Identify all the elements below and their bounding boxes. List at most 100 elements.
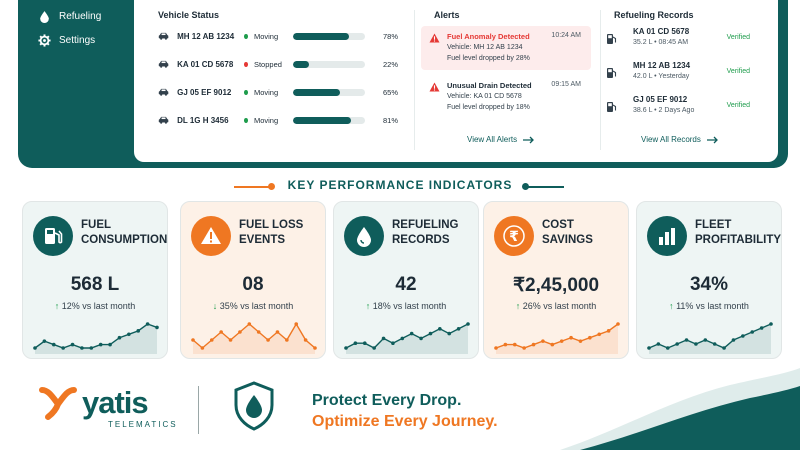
view-all-alerts-link[interactable]: View All Alerts bbox=[467, 135, 535, 144]
sparkline-point bbox=[136, 329, 141, 333]
kpi-value: 568 L bbox=[70, 274, 120, 295]
yatis-logo-icon bbox=[39, 387, 77, 420]
sparkline-point bbox=[428, 331, 433, 336]
corner-wave bbox=[560, 368, 800, 450]
kpi-card[interactable]: FLEET PROFITABILITY 34% ↑ 11% vs last mont… bbox=[636, 201, 782, 359]
trend-sparkline bbox=[647, 322, 773, 354]
sparkline-point bbox=[531, 342, 536, 347]
sparkline-point bbox=[127, 332, 131, 337]
sparkline-point bbox=[70, 342, 75, 347]
alert-item[interactable]: Unusual Drain Detected 09:15 AM Vehicle:… bbox=[421, 75, 591, 119]
record-plate: KA 01 CD 5678 bbox=[633, 27, 690, 36]
fuel-level-bar bbox=[293, 60, 365, 68]
vehicle-row[interactable]: DL 1G H 3456 Moving 81% bbox=[158, 110, 398, 130]
sparkline-point bbox=[550, 342, 555, 347]
vehicle-row[interactable]: KA 01 CD 5678 Stopped 22% bbox=[158, 54, 398, 74]
brand-subtitle: TELEMATICS bbox=[108, 420, 178, 429]
sparkline-point bbox=[606, 329, 611, 333]
sparkline-point bbox=[503, 342, 508, 347]
arrow-right-icon bbox=[523, 136, 535, 143]
sparkline-point bbox=[712, 342, 717, 346]
view-all-records-link[interactable]: View All Records bbox=[641, 135, 719, 144]
sidebar-item-refueling[interactable]: Refueling bbox=[38, 10, 101, 23]
sparkline-point bbox=[117, 335, 122, 340]
sparkline-point bbox=[722, 346, 726, 350]
sparkline-point bbox=[209, 338, 214, 342]
sparkline-point bbox=[675, 342, 679, 346]
tagline-secondary: Optimize Every Journey. bbox=[312, 413, 498, 430]
sparkline-point bbox=[665, 346, 670, 350]
fuel-level-fill bbox=[293, 116, 352, 124]
alert-time: 09:15 AM bbox=[551, 81, 581, 88]
vehicle-plate: DL 1G H 3456 bbox=[177, 115, 229, 125]
status-dot bbox=[243, 89, 248, 95]
alert-detail: Fuel level dropped by 28% bbox=[447, 55, 530, 62]
refueling-record[interactable]: KA 01 CD 5678 35.2 L • 08:45 AM Verified bbox=[604, 25, 756, 55]
kpi-change-text: 12% vs last month bbox=[61, 301, 136, 311]
car-icon bbox=[158, 60, 169, 68]
kpi-value: 34% bbox=[689, 274, 729, 295]
sparkline-point bbox=[362, 341, 367, 345]
fuel-level-percent: 65% bbox=[382, 87, 398, 97]
view-all-alerts-label: View All Alerts bbox=[467, 135, 518, 144]
vehicle-plate: GJ 05 EF 9012 bbox=[177, 87, 232, 97]
sparkline-area bbox=[649, 324, 771, 354]
kpi-card[interactable]: ₹ COST SAVINGS ₹2,45,000 ↑ 26% vs last mont… bbox=[483, 201, 629, 359]
verified-badge: Verified bbox=[726, 34, 750, 41]
alert-detail: Fuel level dropped by 18% bbox=[447, 104, 530, 111]
warning-icon bbox=[191, 216, 231, 256]
kpi-change: ↑ 12% vs last month bbox=[23, 301, 167, 311]
sparkline-point bbox=[145, 322, 150, 326]
vehicle-row[interactable]: GJ 05 EF 9012 Moving 65% bbox=[158, 82, 398, 102]
sparkline-point bbox=[372, 346, 376, 350]
sparkline-point bbox=[400, 336, 405, 341]
sparkline-point bbox=[769, 322, 773, 326]
sparkline-area bbox=[346, 324, 468, 354]
vehicle-row[interactable]: MH 12 AB 1234 Moving 78% bbox=[158, 26, 398, 46]
sparkline-point bbox=[256, 330, 261, 334]
view-all-records-label: View All Records bbox=[641, 135, 701, 144]
gear-icon bbox=[38, 34, 51, 47]
sparkline-point bbox=[238, 330, 242, 334]
sparkline-point bbox=[741, 334, 745, 338]
sparkline-point bbox=[731, 338, 736, 342]
brand-name: yatis bbox=[82, 385, 149, 420]
trend-sparkline bbox=[344, 322, 470, 354]
sparkline-point bbox=[494, 346, 498, 350]
fuel-drop-icon bbox=[344, 216, 384, 256]
bar-chart-icon bbox=[647, 216, 687, 256]
sparkline-point bbox=[42, 339, 47, 343]
refueling-record[interactable]: MH 12 AB 1234 42.0 L • Yesterday Verified bbox=[604, 59, 756, 89]
trend-sparkline bbox=[33, 322, 159, 354]
warning-icon bbox=[429, 82, 440, 92]
sparkline-point bbox=[684, 338, 689, 342]
status-dot bbox=[243, 117, 248, 123]
alerts-title: Alerts bbox=[434, 10, 460, 20]
sparkline-point bbox=[419, 336, 423, 341]
kpi-card[interactable]: REFUELING RECORDS 42 ↑ 18% vs last month bbox=[333, 201, 479, 359]
fuel-level-fill bbox=[293, 88, 340, 96]
record-meta: 42.0 L • Yesterday bbox=[633, 73, 690, 80]
fuel-pump-icon bbox=[607, 68, 617, 78]
kpi-card[interactable]: FUEL CONSUMPTION 568 L ↑ 12% vs last month bbox=[22, 201, 168, 359]
alert-item[interactable]: Fuel Anomaly Detected 10:24 AM Vehicle: … bbox=[421, 26, 591, 70]
sparkline-point bbox=[578, 339, 583, 343]
sparkline-area bbox=[35, 324, 157, 354]
fuel-level-fill bbox=[293, 60, 310, 68]
sparkline-point bbox=[294, 322, 299, 326]
sparkline-point bbox=[108, 342, 112, 347]
sparkline-point bbox=[89, 346, 94, 350]
sparkline-point bbox=[381, 336, 386, 341]
heading-decoration bbox=[268, 183, 275, 190]
kpi-change: ↑ 18% vs last month bbox=[334, 301, 478, 311]
sparkline-point bbox=[51, 342, 56, 347]
sparkline-point bbox=[61, 346, 65, 350]
sparkline-area bbox=[496, 324, 618, 354]
sparkline-point bbox=[616, 322, 620, 326]
trend-arrow-icon: ↓ bbox=[212, 301, 218, 311]
sidebar-item-settings[interactable]: Settings bbox=[38, 34, 95, 47]
heading-decoration bbox=[526, 186, 564, 188]
fuel-pump-icon bbox=[607, 102, 617, 112]
refueling-record[interactable]: GJ 05 EF 9012 38.6 L • 2 Days Ago Verified bbox=[604, 93, 756, 123]
kpi-card[interactable]: FUEL LOSS EVENTS 08 ↓ 35% vs last month bbox=[180, 201, 326, 359]
